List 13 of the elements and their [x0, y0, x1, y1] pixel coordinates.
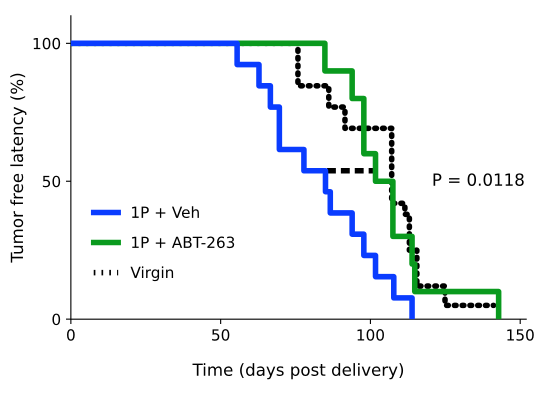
legend-label: Virgin	[130, 266, 174, 282]
y-axis-title: Tumor free latency (%)	[10, 74, 26, 263]
legend-label: 1P + Veh	[132, 206, 199, 218]
legend-label: 1P + ABT-263	[132, 236, 234, 248]
y-tick-label: 0	[52, 314, 60, 326]
annotation: P = 0.0118	[434, 173, 524, 186]
x-tick-label: 100	[358, 329, 384, 341]
x-tick-label: 0	[67, 329, 75, 341]
y-tick-label: 50	[42, 176, 60, 188]
x-axis-title: Time (days post delivery)	[192, 363, 404, 380]
x-tick-label: 50	[212, 329, 230, 341]
x-tick-label: 150	[507, 329, 534, 341]
y-tick-label: 100	[34, 38, 60, 50]
